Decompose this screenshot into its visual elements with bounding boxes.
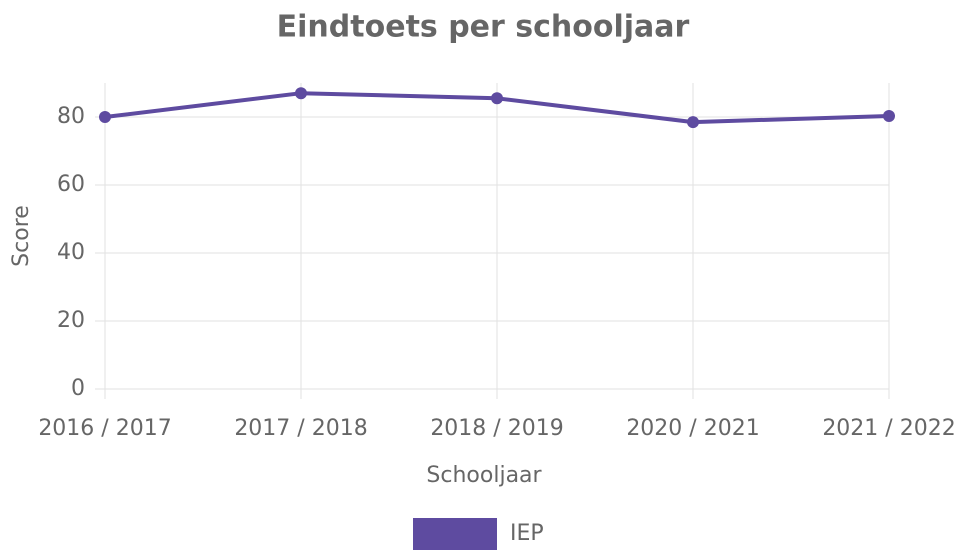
point (99, 111, 111, 123)
point (687, 116, 699, 129)
y-tick-label: 40 (57, 240, 85, 265)
y-tick-label: 80 (57, 104, 85, 129)
y-axis-label: Score (9, 205, 34, 267)
x-axis-label: Schooljaar (426, 463, 542, 488)
y-tick-label: 60 (57, 172, 85, 197)
x-tick-label: 2018 / 2019 (430, 416, 563, 441)
x-tick-label: 2021 / 2022 (822, 416, 955, 441)
point (295, 87, 307, 100)
x-tick-label: 2017 / 2018 (234, 416, 367, 441)
y-tick-label: 20 (57, 308, 85, 333)
y-tick-label: 0 (71, 376, 85, 401)
x-tick-label: 2016 / 2017 (38, 416, 171, 441)
chart-title: Eindtoets per schooljaar (277, 10, 690, 45)
point (491, 92, 503, 105)
legend-label: IEP (510, 521, 544, 546)
legend-swatch (413, 518, 497, 550)
point (883, 109, 895, 122)
x-tick-label: 2020 / 2021 (626, 416, 759, 441)
